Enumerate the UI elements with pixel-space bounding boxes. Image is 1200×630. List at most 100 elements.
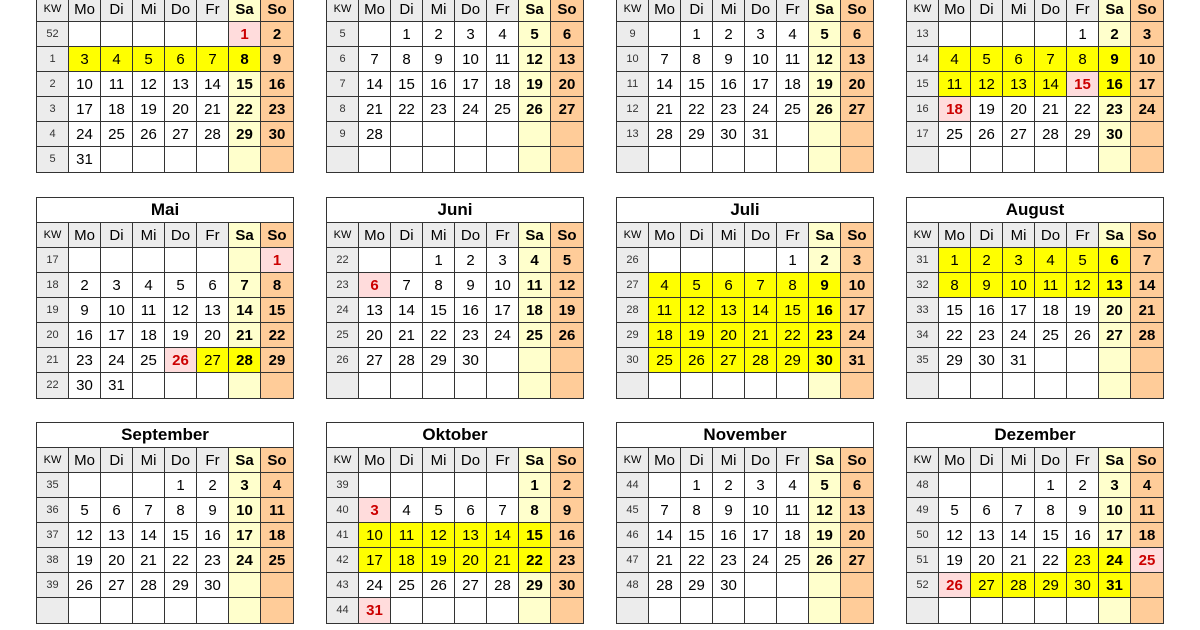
empty-cell [1035,22,1067,47]
empty-cell [939,473,971,498]
kw-header: KW [327,223,359,248]
week-number: 31 [907,248,939,273]
day-cell: 30 [713,122,745,147]
day-cell: 5 [1067,248,1099,273]
day-cell: 28 [359,122,391,147]
weekday-header: Do [165,448,197,473]
empty-cell [391,473,423,498]
day-cell: 29 [939,348,971,373]
weekday-header: Mo [649,223,681,248]
day-cell: 1 [681,473,713,498]
week-number: 44 [617,473,649,498]
weekday-header: Mo [939,223,971,248]
weekday-header: So [841,448,873,473]
day-cell: 3 [1131,22,1163,47]
day-cell: 21 [391,323,423,348]
day-cell: 23 [551,548,583,573]
day-cell: 29 [1067,122,1099,147]
empty-cell [391,598,423,623]
day-cell: 31 [1099,573,1131,598]
empty-cell [229,373,261,398]
week-number: 16 [907,97,939,122]
empty-cell [939,598,971,623]
empty-cell [197,22,229,47]
day-cell: 3 [1099,473,1131,498]
day-cell: 10 [745,47,777,72]
day-cell: 8 [777,273,809,298]
empty-cell [1131,348,1163,373]
day-cell: 18 [649,323,681,348]
day-cell: 24 [1003,323,1035,348]
day-cell: 19 [165,323,197,348]
day-cell: 5 [809,473,841,498]
day-cell: 13 [841,47,873,72]
week-number: 33 [907,298,939,323]
day-cell: 21 [1003,548,1035,573]
day-cell: 13 [359,298,391,323]
day-cell: 26 [1067,323,1099,348]
day-cell: 6 [101,498,133,523]
month-block: Oktober KW Mo Di Mi Do Fr Sa So 39 1 2 40 3 4 5 6 7 8 9 41 10… [326,422,584,624]
empty-cell [165,22,197,47]
week-number: 13 [617,122,649,147]
day-cell: 9 [551,498,583,523]
day-cell: 8 [939,273,971,298]
day-cell: 26 [971,122,1003,147]
day-cell: 4 [487,22,519,47]
weekday-header: Do [1035,448,1067,473]
day-cell: 8 [423,273,455,298]
day-cell: 25 [391,573,423,598]
day-cell: 14 [391,298,423,323]
empty-cell [777,147,809,172]
empty-cell [777,373,809,398]
day-cell: 15 [519,523,551,548]
day-cell: 27 [1003,122,1035,147]
day-cell: 17 [487,298,519,323]
empty-cell [745,573,777,598]
empty-cell [1131,598,1163,623]
day-cell: 22 [681,97,713,122]
empty-cell [971,22,1003,47]
weekday-header: Fr [1067,0,1099,22]
day-cell: 11 [391,523,423,548]
week-number: 2 [37,72,69,97]
day-cell: 7 [1131,248,1163,273]
day-cell: 29 [777,348,809,373]
day-cell: 19 [809,72,841,97]
empty-cell [809,122,841,147]
day-cell: 11 [1131,498,1163,523]
empty-cell [487,348,519,373]
week-number: 48 [907,473,939,498]
empty-cell [359,147,391,172]
empty-cell [101,598,133,623]
day-cell: 25 [1035,323,1067,348]
week-number: 24 [327,298,359,323]
day-cell: 9 [971,273,1003,298]
day-cell: 26 [519,97,551,122]
day-cell: 28 [649,573,681,598]
weekday-header: Mo [359,223,391,248]
day-cell: 6 [165,47,197,72]
day-cell: 6 [551,22,583,47]
weekday-header: Mi [1003,223,1035,248]
day-cell: 24 [455,97,487,122]
weekday-header: Fr [777,223,809,248]
empty-cell [1131,373,1163,398]
empty-cell [551,147,583,172]
weekday-header: So [551,0,583,22]
day-cell: 7 [1035,47,1067,72]
day-cell: 12 [809,47,841,72]
empty-cell [455,147,487,172]
day-cell: 25 [101,122,133,147]
weekday-header: Fr [487,448,519,473]
day-cell: 17 [101,323,133,348]
weekday-header: Sa [809,0,841,22]
week-number: 12 [617,97,649,122]
day-cell: 2 [197,473,229,498]
day-cell: 10 [455,47,487,72]
month-title: Dezember [907,423,1163,448]
empty-cell [359,248,391,273]
day-cell: 13 [165,72,197,97]
day-cell: 3 [745,22,777,47]
empty-cell [809,373,841,398]
